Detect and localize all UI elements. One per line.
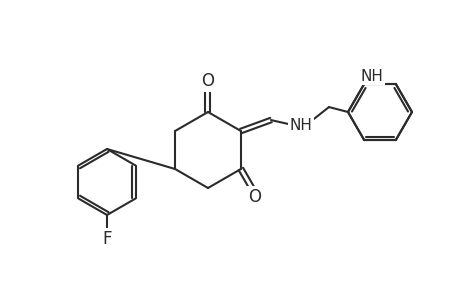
Text: F: F <box>102 230 112 248</box>
Text: O: O <box>248 188 261 206</box>
Text: O: O <box>201 72 214 90</box>
Text: NH: NH <box>289 118 312 133</box>
Text: NH: NH <box>360 69 383 84</box>
